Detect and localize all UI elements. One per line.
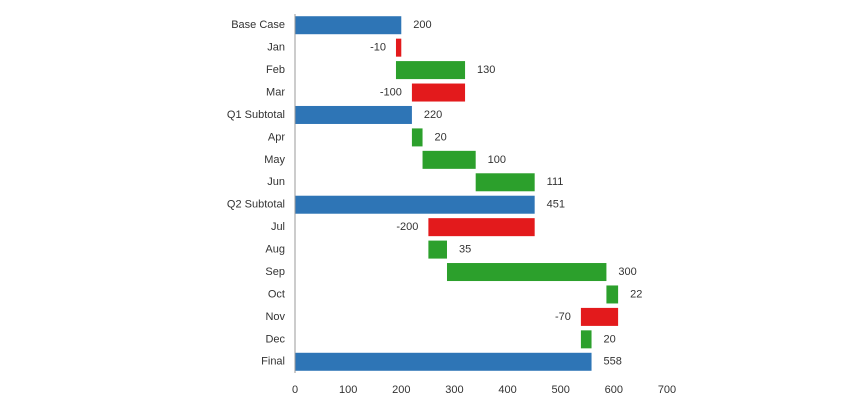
value-label: 130 [477, 64, 495, 76]
value-label: 558 [604, 356, 622, 368]
bar [580, 307, 619, 326]
x-tick-label: 300 [445, 384, 463, 396]
y-tick-label: Final [261, 356, 285, 368]
y-tick-label: May [264, 154, 285, 166]
y-tick-label: Jun [267, 176, 285, 188]
x-tick-label: 600 [605, 384, 623, 396]
y-tick-label: Jan [267, 42, 285, 54]
bar [606, 285, 619, 304]
value-label: 220 [424, 109, 442, 121]
x-tick-label: 0 [292, 384, 298, 396]
y-tick-label: Base Case [231, 19, 285, 31]
value-label: -10 [370, 42, 386, 54]
bar [395, 38, 402, 57]
bar [295, 195, 535, 214]
x-tick-label: 700 [658, 384, 676, 396]
y-tick-label: Sep [265, 266, 285, 278]
y-tick-label: Aug [265, 244, 285, 256]
y-tick-label: Dec [265, 333, 285, 345]
x-tick-label: 500 [552, 384, 570, 396]
bar [446, 263, 607, 282]
value-label: 451 [547, 199, 565, 211]
bar [428, 240, 447, 259]
y-tick-label: Feb [266, 64, 285, 76]
bar [428, 218, 535, 237]
x-tick-label: 200 [392, 384, 410, 396]
y-tick-label: Mar [266, 86, 285, 98]
value-label: -200 [396, 221, 418, 233]
y-tick-label: Jul [271, 221, 285, 233]
bar [422, 150, 476, 169]
value-label: 111 [547, 176, 564, 188]
y-tick-label: Q1 Subtotal [227, 109, 285, 121]
y-tick-label: Q2 Subtotal [227, 199, 285, 211]
value-label: 20 [604, 333, 616, 345]
bar [295, 105, 412, 124]
value-label: -100 [380, 86, 402, 98]
bar [295, 352, 592, 371]
value-label: 300 [618, 266, 636, 278]
value-label: 100 [488, 154, 506, 166]
bar [295, 16, 402, 35]
y-tick-label: Apr [268, 131, 285, 143]
value-label: 35 [459, 244, 471, 256]
bar [395, 61, 466, 80]
value-label: 20 [435, 131, 447, 143]
value-label: -70 [555, 311, 571, 323]
bar [580, 330, 592, 349]
bar [475, 173, 535, 192]
bar [411, 83, 466, 102]
y-tick-label: Nov [265, 311, 285, 323]
value-label: 22 [630, 288, 642, 300]
x-tick-label: 400 [498, 384, 516, 396]
bar [411, 128, 423, 147]
y-tick-label: Oct [268, 288, 285, 300]
x-tick-label: 100 [339, 384, 357, 396]
value-label: 200 [413, 19, 431, 31]
